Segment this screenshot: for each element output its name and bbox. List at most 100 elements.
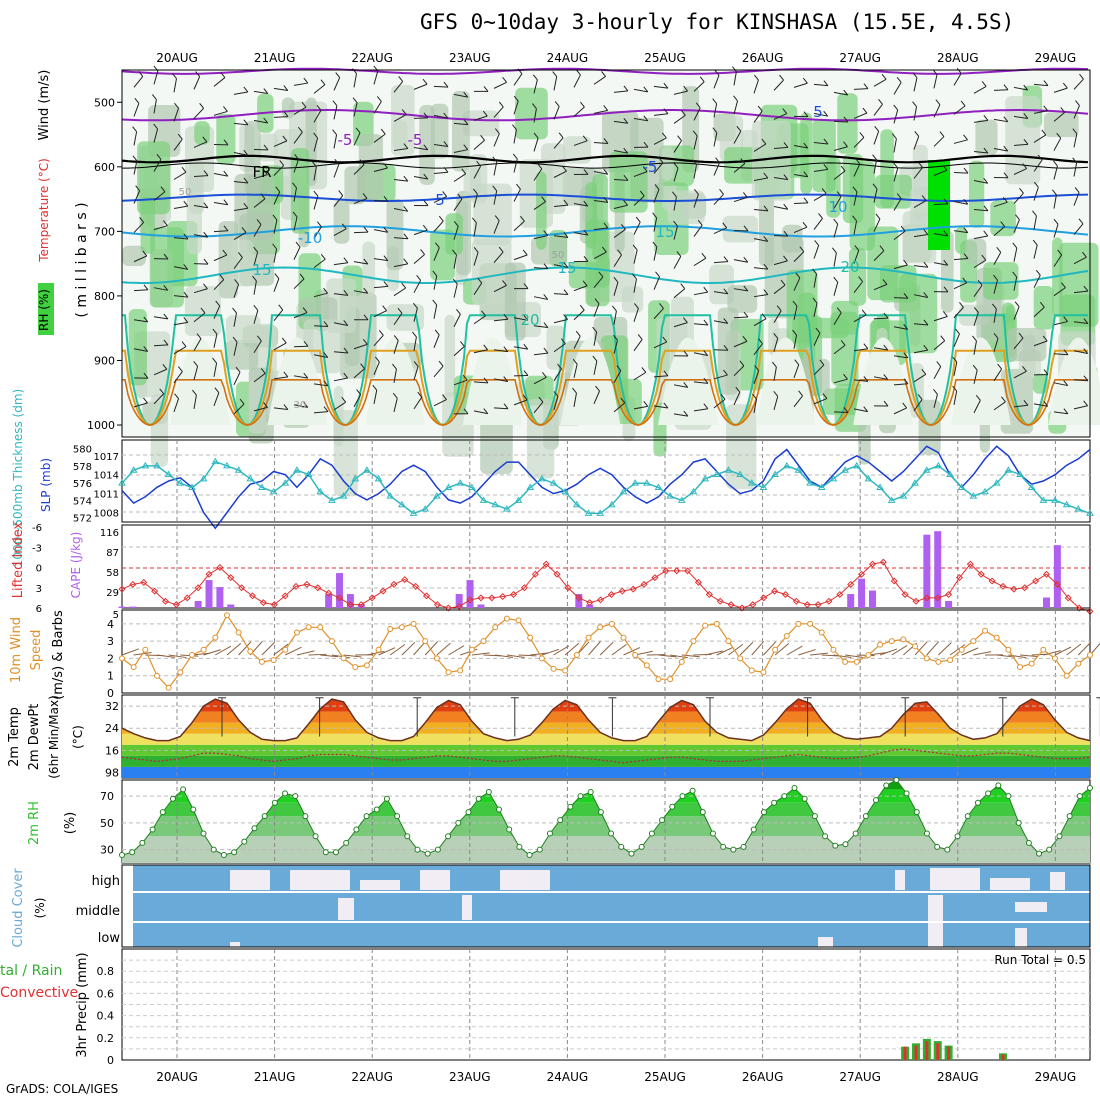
rh-marker (954, 833, 961, 840)
wind-barb (643, 401, 649, 407)
wind-barb (233, 207, 248, 212)
wind-speed-marker (1040, 646, 1047, 653)
wind-barb (253, 406, 268, 412)
wind-barb (975, 395, 981, 401)
wind-barb (1033, 215, 1037, 230)
cape-tick-label: 116 (100, 528, 119, 539)
wind-barb (473, 252, 479, 266)
thickness-marker (631, 479, 640, 486)
wind-barb (921, 368, 927, 375)
cape-bar (205, 580, 213, 608)
lifted-index-marker (988, 577, 996, 585)
wind-barb (1062, 82, 1068, 89)
wind-barb (308, 653, 327, 656)
thickness-marker (421, 505, 430, 512)
wind-barb (1053, 112, 1066, 122)
wind-barb (323, 352, 329, 358)
wind-barb (833, 170, 846, 180)
thickness-marker (1051, 496, 1059, 503)
lifted-index-marker (651, 574, 659, 582)
contour-label: 30 (294, 400, 307, 411)
rh-axis-label-1: 2m RH (27, 801, 42, 845)
wind-barb (593, 109, 608, 114)
wind-barb (233, 371, 241, 386)
wind-barb (220, 72, 226, 78)
cloud-cell (930, 868, 980, 890)
wind-barb (705, 650, 723, 656)
thickness-marker (946, 470, 954, 478)
wind-barb (783, 174, 789, 180)
wind-barb (1033, 181, 1039, 188)
lifted-index-marker (977, 570, 985, 578)
wind-barb (301, 101, 307, 108)
thickness-marker (351, 474, 360, 482)
wind-barb (359, 159, 365, 166)
rh-marker (934, 843, 941, 850)
cape-tick-label: 87 (106, 548, 119, 559)
wind-barb (733, 288, 748, 292)
rh-shading (358, 134, 384, 201)
y-tick-label: 600 (94, 161, 115, 174)
wind-barb (453, 173, 466, 182)
wind-barb (243, 202, 249, 209)
wind-barb (512, 153, 518, 160)
lifted-index-marker (662, 567, 670, 575)
thickness-marker (922, 466, 931, 473)
wind-barb (173, 78, 177, 93)
wind-barb (654, 184, 660, 190)
precip-tick-label: 0.2 (97, 1032, 115, 1045)
wind-barb (533, 296, 548, 300)
lifted-index-marker (401, 576, 409, 584)
thickness-tick-label: 572 (73, 514, 92, 525)
wind-barb (553, 396, 559, 411)
wind-barb (593, 76, 606, 85)
wind-barb (533, 352, 548, 356)
wind-barb (881, 74, 887, 80)
cape-bar (216, 587, 224, 608)
rh-marker (159, 809, 166, 816)
wind-barb (353, 343, 368, 350)
wind-barb (1043, 650, 1061, 656)
wind-barb (773, 391, 779, 397)
contour-label: FR (252, 163, 271, 181)
wind-barb (973, 651, 992, 656)
wind-barb (653, 137, 667, 145)
rh-marker (638, 843, 645, 850)
wind-barb (893, 264, 908, 270)
wind-speed-marker (608, 620, 615, 627)
wind-barb (352, 68, 357, 74)
wind-barb (222, 249, 228, 256)
lifted-index-marker (586, 599, 594, 607)
wind-barb (1073, 350, 1088, 355)
wind-barb (483, 408, 489, 414)
wind-barb (173, 398, 180, 413)
thickness-marker (666, 492, 675, 499)
thickness-marker (887, 496, 896, 503)
lifted-index-marker (151, 587, 159, 595)
wind-barb (1003, 116, 1009, 123)
wind-barb (1073, 105, 1080, 119)
wind-barb (983, 147, 989, 154)
wind-barb (177, 133, 183, 140)
wind-tick-label: 1 (107, 670, 114, 683)
wind-barb (393, 81, 404, 93)
wind-barb (713, 162, 720, 176)
rh-marker (893, 777, 900, 783)
wind-barb (780, 279, 786, 286)
mixing-layer-shading (365, 337, 426, 425)
wind-barb (933, 316, 948, 322)
wind-barb (833, 378, 848, 384)
wind-barb (583, 169, 589, 175)
bottom-date-tick: 29AUG (1035, 1070, 1077, 1084)
cloud-cell (360, 880, 400, 890)
wind-barb (353, 368, 365, 379)
thickness-marker (1027, 483, 1036, 490)
wind-barb (313, 110, 322, 123)
wind-barb (398, 76, 404, 82)
wind-barb (1032, 210, 1037, 217)
wind-barb (153, 344, 169, 347)
wind-barb (773, 113, 787, 120)
wind-barb (753, 238, 768, 242)
wind-barb (673, 225, 678, 240)
wind-barb (173, 266, 188, 270)
